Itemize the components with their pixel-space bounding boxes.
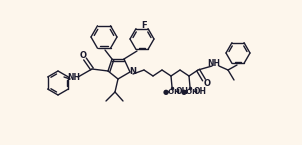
Text: O: O	[79, 50, 86, 59]
Text: OH: OH	[194, 87, 207, 96]
Text: ●OH: ●OH	[163, 89, 181, 95]
Text: N: N	[130, 67, 137, 76]
Text: ●OH: ●OH	[181, 89, 199, 95]
Text: OH: OH	[176, 87, 189, 96]
Text: F: F	[141, 20, 147, 29]
Text: NH: NH	[207, 59, 220, 68]
Text: O: O	[204, 79, 210, 88]
Text: NH: NH	[68, 74, 81, 83]
